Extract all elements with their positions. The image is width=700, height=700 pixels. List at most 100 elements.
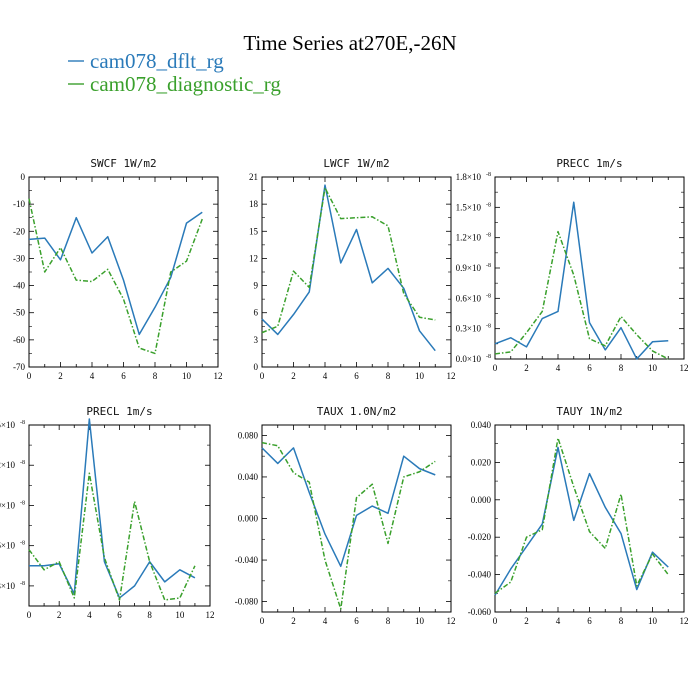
x-tick-label: 8 bbox=[153, 371, 158, 381]
x-tick-label: 6 bbox=[354, 616, 359, 626]
y-tick-label: -0.080 bbox=[235, 597, 259, 607]
x-tick-label: 8 bbox=[386, 616, 391, 626]
y-tick-label: 9 bbox=[254, 281, 259, 291]
x-tick-label: 10 bbox=[648, 616, 658, 626]
series-line-dflt bbox=[29, 418, 196, 599]
y-tick-label: -0.020 bbox=[468, 532, 492, 542]
x-tick-label: 10 bbox=[175, 610, 185, 620]
x-tick-label: 2 bbox=[58, 371, 63, 381]
y-tick-exponent: -8 bbox=[20, 460, 25, 466]
y-tick-label: -10 bbox=[13, 199, 25, 209]
y-tick-exponent: -8 bbox=[486, 263, 491, 269]
x-tick-label: 8 bbox=[386, 371, 391, 381]
x-tick-label: 6 bbox=[587, 616, 592, 626]
y-tick-label: .3×10 bbox=[0, 581, 15, 591]
y-tick-label: 6 bbox=[254, 308, 259, 318]
series-line-diagnostic bbox=[494, 437, 669, 594]
x-tick-label: 0 bbox=[260, 371, 265, 381]
panel-title: LWCF 1W/m2 bbox=[323, 157, 389, 170]
y-tick-label: 0.9×10 bbox=[456, 263, 482, 273]
y-tick-exponent: -8 bbox=[486, 324, 491, 330]
y-tick-label: 0.080 bbox=[238, 430, 259, 440]
figure-title: Time Series at270E,-26N bbox=[243, 31, 456, 55]
x-tick-label: 12 bbox=[206, 610, 215, 620]
x-tick-label: 12 bbox=[214, 371, 223, 381]
x-tick-label: 4 bbox=[323, 371, 328, 381]
y-tick-label: -0.040 bbox=[468, 570, 492, 580]
series-line-diagnostic bbox=[261, 441, 436, 610]
plot-frame bbox=[28, 424, 211, 607]
plot-frame bbox=[261, 424, 452, 613]
plot-frame bbox=[261, 176, 452, 368]
x-tick-label: 2 bbox=[291, 616, 296, 626]
y-tick-exponent: -8 bbox=[20, 541, 25, 547]
x-tick-label: 2 bbox=[57, 610, 62, 620]
chart-panel: TAUY 1N/m2 0 2 4 6 8 10 12 0.040 0.020 0.000 -0.020… bbox=[468, 405, 689, 626]
x-tick-label: 12 bbox=[680, 616, 689, 626]
plot-frame bbox=[494, 424, 685, 613]
y-tick-label: 1.5×10 bbox=[456, 202, 482, 212]
y-tick-label: -50 bbox=[13, 308, 25, 318]
panel-title: PRECL 1m/s bbox=[86, 405, 152, 418]
panel-title: PRECC 1m/s bbox=[556, 157, 622, 170]
legend-label-dflt: cam078_dflt_rg bbox=[90, 49, 224, 73]
x-tick-label: 6 bbox=[354, 371, 359, 381]
x-tick-label: 8 bbox=[147, 610, 152, 620]
y-tick-label: -20 bbox=[13, 226, 25, 236]
panel-title: TAUY 1N/m2 bbox=[556, 405, 622, 418]
x-tick-label: 12 bbox=[680, 363, 689, 373]
x-tick-label: 2 bbox=[291, 371, 296, 381]
y-tick-label: 1.2×10 bbox=[456, 233, 482, 243]
y-tick-label: 0.020 bbox=[471, 457, 492, 467]
y-tick-exponent: -8 bbox=[486, 233, 491, 239]
y-tick-label: .6×10 bbox=[0, 541, 15, 551]
y-tick-label: 3 bbox=[254, 335, 259, 345]
x-tick-label: 10 bbox=[182, 371, 192, 381]
y-tick-label: .2×10 bbox=[0, 460, 15, 470]
y-tick-exponent: -8 bbox=[486, 293, 491, 299]
y-tick-label: .5×10 bbox=[0, 420, 15, 430]
series-line-dflt bbox=[261, 447, 436, 568]
y-tick-label: 18 bbox=[249, 199, 259, 209]
x-tick-label: 0 bbox=[493, 616, 498, 626]
legend-label-diagnostic: cam078_diagnostic_rg bbox=[90, 72, 281, 96]
y-tick-label: 21 bbox=[249, 172, 258, 182]
y-tick-label: 0.0×10 bbox=[456, 354, 482, 364]
y-tick-label: 0.000 bbox=[471, 495, 492, 505]
chart-panel: PRECC 1m/s 0 2 4 6 8 10 12 0.0×10 -8 0.3×10 -8 0.6×1… bbox=[456, 157, 689, 373]
series-line-dflt bbox=[28, 211, 203, 336]
x-tick-label: 0 bbox=[260, 616, 265, 626]
y-tick-label: 1.8×10 bbox=[456, 172, 482, 182]
y-tick-label: 0.000 bbox=[238, 514, 259, 524]
y-tick-label: -40 bbox=[13, 281, 25, 291]
x-tick-label: 10 bbox=[648, 363, 658, 373]
y-tick-label: 0 bbox=[21, 172, 26, 182]
y-tick-label: -0.040 bbox=[235, 555, 259, 565]
plot-frame bbox=[28, 176, 219, 368]
y-tick-label: 0.3×10 bbox=[456, 324, 482, 334]
y-tick-exponent: -8 bbox=[486, 354, 491, 360]
series-line-diagnostic bbox=[494, 230, 669, 360]
chart-panel: SWCF 1W/m2 0 2 4 6 8 10 12 0 -10 -20 -30 -40 -50 -60 -7… bbox=[13, 157, 223, 381]
y-tick-exponent: -8 bbox=[486, 172, 491, 178]
plot-frame bbox=[494, 176, 685, 360]
y-tick-label: .9×10 bbox=[0, 500, 15, 510]
chart-panel: PRECL 1m/s 0 2 4 6 8 10 12 .3×10 -8 .6×10 -8 .9×10 -8… bbox=[0, 405, 215, 620]
x-tick-label: 2 bbox=[524, 363, 529, 373]
y-tick-label: -30 bbox=[13, 253, 25, 263]
x-tick-label: 0 bbox=[493, 363, 498, 373]
x-tick-label: 4 bbox=[90, 371, 95, 381]
y-tick-label: 0 bbox=[254, 362, 259, 372]
y-tick-label: -60 bbox=[13, 335, 25, 345]
x-tick-label: 4 bbox=[556, 363, 561, 373]
y-tick-label: -0.060 bbox=[468, 607, 492, 617]
y-tick-label: 0.040 bbox=[471, 420, 492, 430]
x-tick-label: 8 bbox=[619, 363, 624, 373]
y-tick-label: 0.040 bbox=[238, 472, 259, 482]
y-tick-exponent: -8 bbox=[20, 581, 25, 587]
chart-panel: TAUX 1.0N/m2 0 2 4 6 8 10 12 0.080 0.040 0.000 -0.0… bbox=[235, 405, 456, 626]
chart-panel: LWCF 1W/m2 0 2 4 6 8 10 12 0 3 6 9 12 15 18 21 bbox=[249, 157, 456, 381]
x-tick-label: 8 bbox=[619, 616, 624, 626]
x-tick-label: 2 bbox=[524, 616, 529, 626]
